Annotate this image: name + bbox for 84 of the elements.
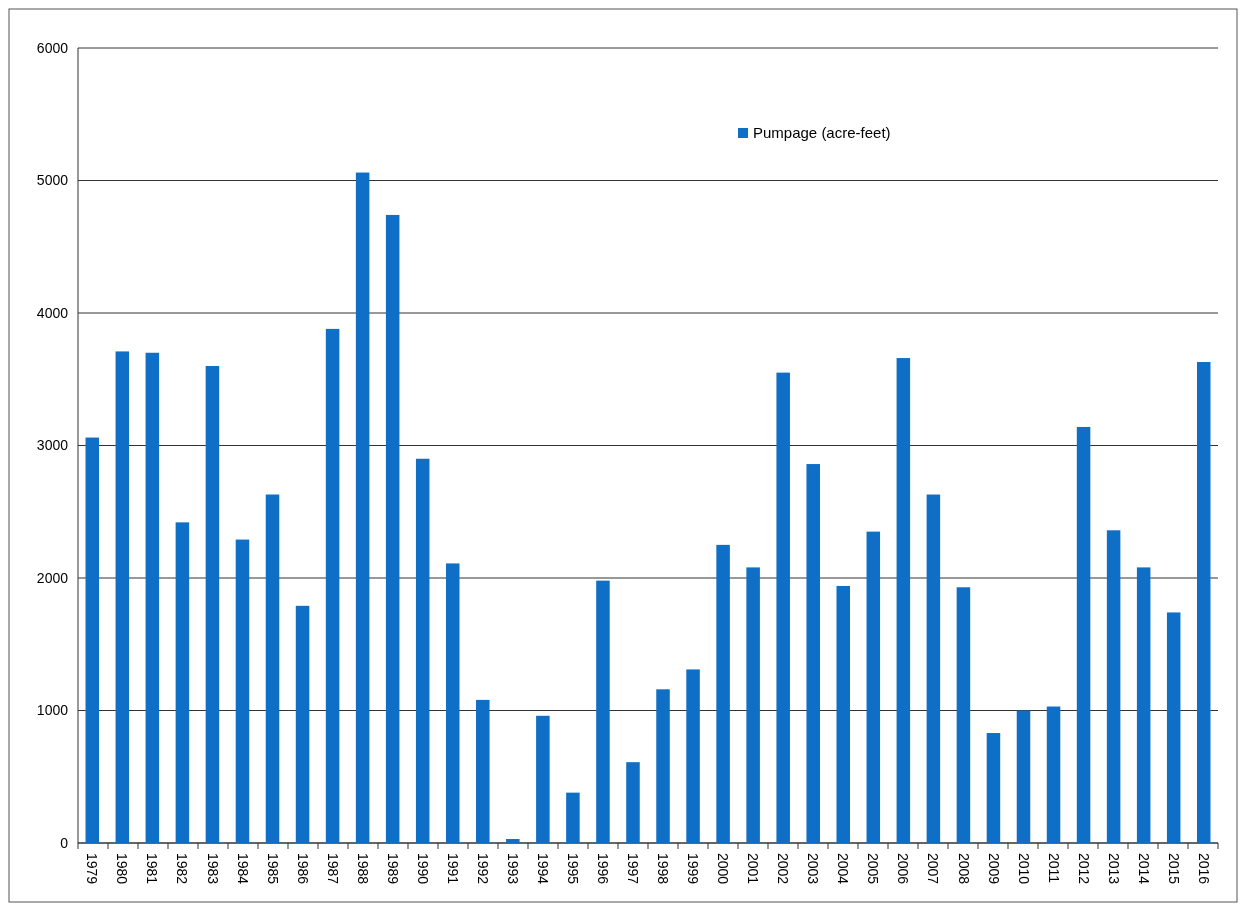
bar: [986, 733, 1001, 843]
bar: [445, 563, 460, 843]
x-tick-label: 2015: [1165, 853, 1182, 885]
bar: [1076, 426, 1091, 843]
x-tick-label: 1990: [414, 853, 431, 885]
bar: [596, 580, 610, 843]
x-tick-label: 1984: [234, 853, 251, 885]
bar: [1106, 530, 1121, 843]
bar: [626, 762, 640, 843]
x-tick-label: 1980: [114, 853, 131, 885]
x-tick-label: 2016: [1195, 853, 1212, 885]
x-tick-label: 1982: [174, 853, 191, 885]
bar: [265, 494, 280, 843]
x-tick-label: 1979: [84, 853, 101, 885]
x-tick-label: 2014: [1135, 853, 1152, 885]
bar: [656, 689, 670, 843]
bar: [1196, 362, 1211, 843]
x-tick-label: 1991: [444, 853, 461, 885]
y-tick-label: 2000: [36, 569, 69, 586]
x-tick-label: 2001: [745, 853, 762, 885]
x-tick-label: 2000: [715, 853, 732, 885]
bar: [476, 699, 490, 843]
bar: [235, 539, 250, 843]
x-tick-label: 1996: [595, 853, 612, 885]
x-tick-label: 2011: [1045, 853, 1062, 884]
x-tick-label: 2012: [1075, 853, 1092, 885]
x-tick-label: 1985: [264, 853, 281, 885]
bar: [415, 458, 430, 843]
y-tick-label: 1000: [36, 702, 69, 719]
y-tick-label: 3000: [36, 437, 69, 454]
bar: [836, 585, 851, 843]
y-tick-label: 5000: [36, 172, 69, 189]
x-tick-label: 1994: [534, 853, 551, 885]
bar: [355, 172, 370, 843]
bar: [385, 214, 400, 843]
bar: [896, 358, 911, 843]
x-tick-label: 2007: [925, 853, 942, 885]
y-tick-label: 0: [60, 834, 69, 851]
x-tick-label: 1981: [144, 853, 161, 885]
bar: [145, 352, 160, 843]
x-tick-label: 1986: [294, 853, 311, 885]
x-tick-label: 2010: [1015, 853, 1032, 885]
legend-label: Pumpage (acre-feet): [753, 124, 891, 142]
bar: [85, 437, 100, 843]
bar: [506, 839, 520, 843]
x-tick-label: 2002: [775, 853, 792, 885]
bar: [325, 328, 340, 843]
x-tick-label: 1992: [474, 853, 491, 885]
x-tick-label: 1993: [504, 853, 521, 885]
bar: [866, 531, 881, 843]
x-tick-label: 2009: [985, 853, 1002, 885]
x-tick-label: 1983: [204, 853, 221, 885]
x-tick-label: 2004: [835, 853, 852, 885]
bar: [1136, 567, 1151, 843]
x-tick-label: 1998: [655, 853, 672, 885]
bar: [956, 587, 971, 843]
bar: [205, 366, 220, 843]
bar: [536, 715, 550, 843]
bar: [1046, 706, 1061, 843]
y-tick-label: 4000: [36, 304, 69, 321]
bar: [1016, 710, 1031, 843]
x-tick-label: 1999: [685, 853, 702, 885]
bar: [1166, 612, 1181, 843]
x-tick-label: 2013: [1105, 853, 1122, 885]
bar: [175, 522, 190, 843]
x-tick-label: 1989: [384, 853, 401, 885]
bar: [716, 544, 730, 843]
x-tick-label: 1987: [324, 853, 341, 885]
bar: [926, 494, 941, 843]
bar: [295, 605, 310, 843]
x-tick-label: 2006: [895, 853, 912, 885]
bar: [686, 669, 700, 843]
x-tick-label: 1997: [625, 853, 642, 885]
x-tick-label: 2003: [805, 853, 822, 885]
bar: [566, 792, 580, 843]
x-tick-label: 2008: [955, 853, 972, 885]
bar: [746, 567, 760, 843]
x-tick-label: 1995: [565, 853, 581, 885]
x-tick-label: 2005: [865, 853, 882, 885]
bar: [776, 372, 790, 843]
bar: [115, 351, 130, 843]
bar: [806, 464, 820, 843]
x-tick-label: 1988: [354, 853, 371, 885]
y-tick-label: 6000: [36, 39, 69, 56]
